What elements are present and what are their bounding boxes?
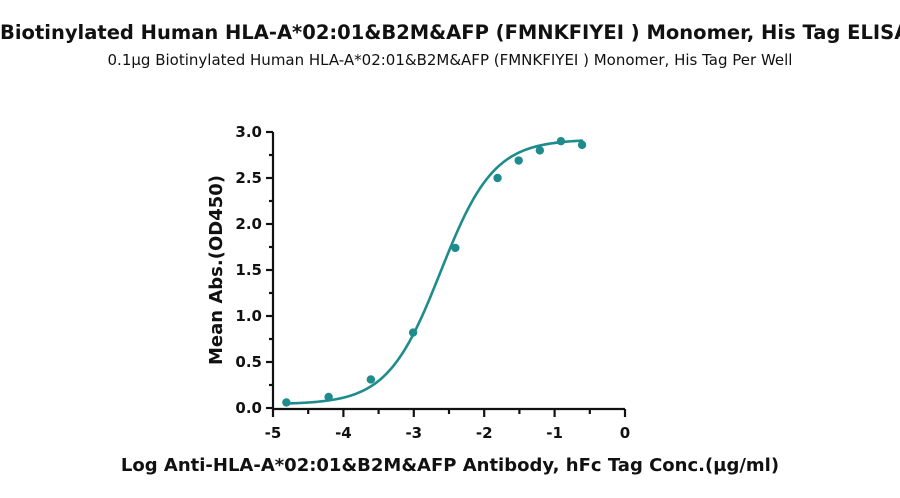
data-point — [408, 328, 418, 337]
y-tick-label: 0.5 — [235, 353, 262, 371]
data-point — [577, 140, 587, 150]
data-point — [556, 137, 566, 146]
x-tick-label: -1 — [546, 424, 563, 442]
data-point — [451, 243, 460, 253]
x-tick-label: -5 — [265, 424, 282, 442]
data-points-layer — [282, 137, 587, 407]
y-tick-label: 2.5 — [235, 169, 262, 187]
axes: 0.0 0.5 1.0 1.5 2.0 2.5 3.0 -5 -4 -3 -2 -1 0 — [235, 123, 630, 442]
fit-curve-layer — [285, 139, 584, 405]
y-tick-label: 2.0 — [235, 215, 262, 233]
chart-title: Biotinylated Human HLA-A*02:01&B2M&AFP (… — [0, 21, 900, 44]
data-point — [514, 156, 523, 165]
x-tick-label: -3 — [405, 424, 422, 442]
data-point — [535, 146, 545, 155]
fit-curve — [285, 139, 584, 405]
data-point — [366, 375, 376, 384]
y-tick-label: 0.0 — [235, 399, 262, 417]
data-point — [493, 173, 502, 183]
data-point — [282, 398, 291, 407]
chart-subtitle: 0.1µg Biotinylated Human HLA-A*02:01&B2M… — [107, 51, 793, 69]
x-tick-label: -4 — [335, 424, 352, 442]
data-point — [324, 392, 333, 402]
y-tick-label: 1.5 — [235, 261, 262, 279]
y-axis-title: Mean Abs.(OD450) — [206, 175, 227, 365]
x-tick-label: 0 — [620, 424, 630, 442]
x-axis-title: Log Anti-HLA-A*02:01&B2M&AFP Antibody, h… — [121, 455, 779, 476]
y-tick-label: 3.0 — [235, 123, 262, 141]
y-tick-label: 1.0 — [235, 307, 262, 325]
x-tick-label: -2 — [476, 424, 493, 442]
